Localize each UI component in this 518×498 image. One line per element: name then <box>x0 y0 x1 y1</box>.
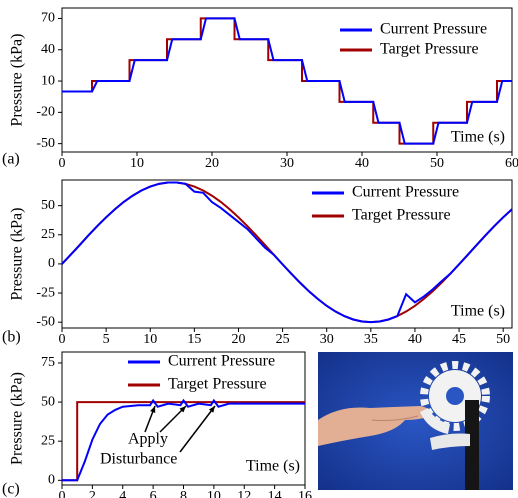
x-tick-label: 0 <box>59 489 66 498</box>
x-tick-label: 20 <box>231 332 245 347</box>
photo <box>318 352 513 490</box>
y-tick-label: 0 <box>48 256 55 271</box>
finger-link <box>420 408 450 434</box>
annotation: Disturbance <box>100 451 177 468</box>
y-tick-label: 40 <box>41 42 55 57</box>
series-line <box>61 181 513 324</box>
annotation-arrow <box>179 405 216 453</box>
x-tick-label: 25 <box>276 332 290 347</box>
x-tick-label: 5 <box>103 332 110 347</box>
x-tick-label: 12 <box>237 489 251 498</box>
y-tick-label: -20 <box>36 105 55 120</box>
series-line <box>62 398 305 482</box>
panel-label: (c) <box>2 481 20 498</box>
y-tick-label: 50 <box>41 394 55 409</box>
x-tick-label: 16 <box>298 489 312 498</box>
legend-label: Target Pressure <box>352 207 451 224</box>
x-tick-label: 30 <box>280 156 294 171</box>
x-tick-label: 10 <box>207 489 221 498</box>
series-line <box>61 181 513 324</box>
y-tick-label: 10 <box>41 73 55 88</box>
series-line <box>62 17 512 145</box>
x-tick-label: 35 <box>364 332 378 347</box>
x-tick-label: 50 <box>430 156 444 171</box>
hand <box>318 406 431 446</box>
bracket <box>465 400 479 490</box>
x-tick-label: 30 <box>320 332 334 347</box>
x-axis-label: Time (s) <box>451 129 505 146</box>
x-tick-label: 8 <box>180 489 187 498</box>
legend-label: Current Pressure <box>168 353 275 370</box>
y-tick-label: 70 <box>41 11 55 26</box>
x-tick-label: 20 <box>205 156 219 171</box>
arrow-head <box>150 406 156 413</box>
arrow-head <box>179 406 186 413</box>
x-tick-label: 0 <box>59 332 66 347</box>
legend-label: Current Pressure <box>352 184 459 201</box>
x-tick-label: 60 <box>505 156 518 171</box>
gear-teeth <box>420 361 490 431</box>
x-axis-label: Time (s) <box>246 458 300 475</box>
x-tick-label: 50 <box>496 332 510 347</box>
y-tick-label: 25 <box>41 227 55 242</box>
y-tick-label: 25 <box>41 433 55 448</box>
x-tick-label: 0 <box>59 156 66 171</box>
y-tick-label: -50 <box>36 314 55 329</box>
x-tick-label: 4 <box>119 489 126 498</box>
x-tick-label: 40 <box>355 156 369 171</box>
y-tick-label: -25 <box>36 285 55 300</box>
y-axis-label: Pressure (kPa) <box>9 372 26 465</box>
x-tick-label: 6 <box>150 489 157 498</box>
x-tick-label: 40 <box>408 332 422 347</box>
x-tick-label: 10 <box>143 332 157 347</box>
legend-label: Target Pressure <box>168 376 267 393</box>
legend-label: Target Pressure <box>380 41 479 58</box>
y-axis-label: Pressure (kPa) <box>9 34 26 127</box>
y-tick-label: -50 <box>36 136 55 151</box>
x-tick-label: 14 <box>268 489 282 498</box>
x-tick-label: 15 <box>187 332 201 347</box>
arrow-head <box>208 406 215 413</box>
y-tick-label: 0 <box>48 473 55 488</box>
annotation: Apply <box>128 431 168 448</box>
panel-label: (a) <box>2 151 20 168</box>
y-tick-label: 50 <box>41 198 55 213</box>
panel-label: (b) <box>2 329 21 346</box>
gear-hole <box>446 387 464 405</box>
plot-frame <box>61 179 513 329</box>
legend-label: Current Pressure <box>380 21 487 38</box>
y-axis-label: Pressure (kPa) <box>9 208 26 301</box>
y-tick-label: 75 <box>41 355 55 370</box>
x-tick-label: 2 <box>89 489 96 498</box>
finger-crease <box>371 415 419 421</box>
finger-tip <box>430 433 470 450</box>
x-axis-label: Time (s) <box>451 303 505 320</box>
x-tick-label: 10 <box>130 156 144 171</box>
x-tick-label: 45 <box>452 332 466 347</box>
